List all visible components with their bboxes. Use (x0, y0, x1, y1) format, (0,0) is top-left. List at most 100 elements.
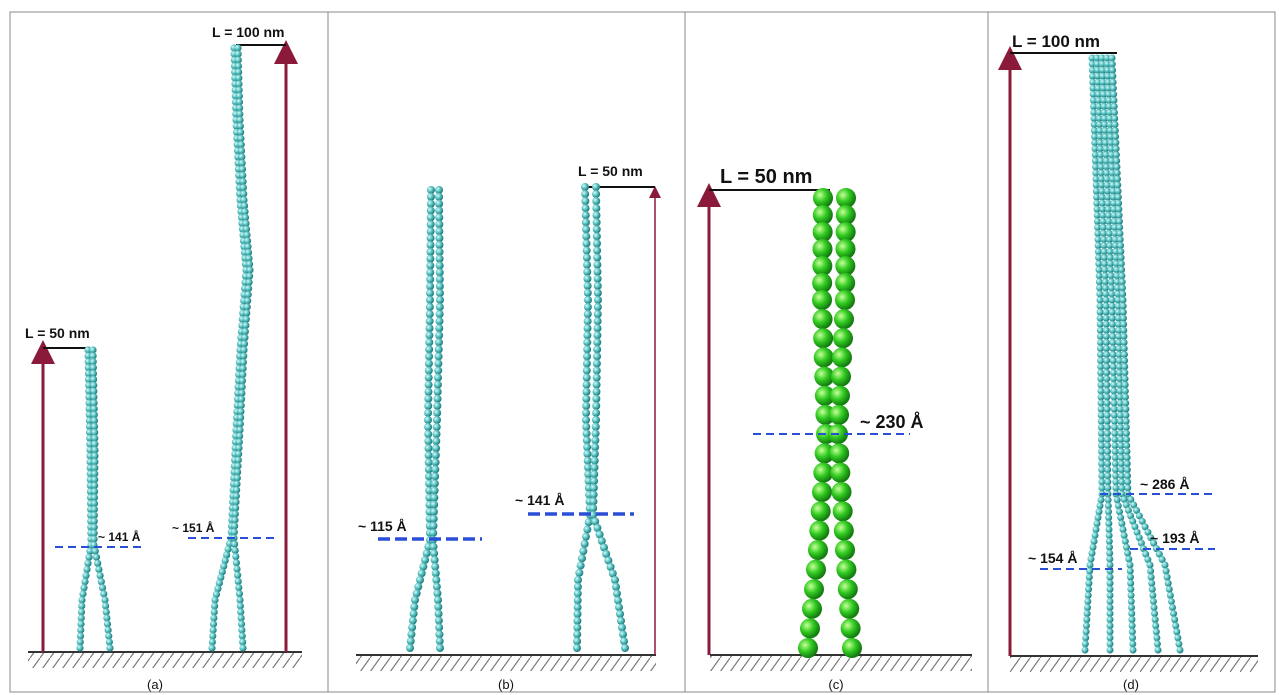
bead (573, 637, 581, 645)
bead (426, 282, 434, 290)
bead (1127, 586, 1134, 593)
bead (1111, 424, 1118, 431)
width-label: ~ 286 Å (1140, 476, 1189, 492)
bead (1103, 381, 1110, 388)
bead (1129, 628, 1136, 635)
bead (1096, 508, 1103, 515)
bead (830, 386, 850, 406)
bead (232, 547, 239, 554)
bead (1110, 387, 1117, 394)
bead (839, 599, 859, 619)
bead (1120, 303, 1127, 310)
bead (1084, 610, 1091, 617)
bead (813, 328, 833, 348)
bead (574, 590, 582, 598)
bead (1125, 556, 1132, 563)
bead (1107, 562, 1114, 569)
bead (1107, 586, 1114, 593)
bead (84, 560, 91, 567)
bead (1104, 430, 1111, 437)
bead (593, 367, 601, 375)
bead (593, 345, 601, 353)
bead (584, 303, 592, 311)
bead (836, 239, 856, 259)
bead (1110, 351, 1117, 358)
bead (208, 644, 215, 651)
bead (835, 540, 855, 560)
bead (1098, 460, 1105, 467)
bead (1112, 472, 1119, 479)
bead (1098, 412, 1105, 419)
bead (813, 239, 833, 259)
bead (92, 548, 99, 555)
bead (593, 331, 601, 339)
bead (436, 269, 444, 277)
bead (426, 289, 434, 297)
bead (1104, 394, 1111, 401)
bead (1169, 604, 1176, 611)
bead (436, 262, 444, 270)
bead (1107, 604, 1114, 611)
bead (593, 218, 601, 226)
bead (1122, 412, 1129, 419)
bead (242, 328, 249, 335)
grounds (28, 652, 1258, 672)
bead (1097, 321, 1104, 328)
bead (1110, 79, 1117, 86)
bead (1109, 303, 1116, 310)
bead (237, 408, 244, 415)
bead (617, 617, 625, 625)
bead (1098, 406, 1105, 413)
bead (1083, 616, 1090, 623)
bead (814, 347, 834, 367)
bead (1130, 647, 1137, 654)
bead (1107, 598, 1114, 605)
bead (1163, 568, 1170, 575)
bead (1107, 634, 1114, 641)
bead (1121, 345, 1128, 352)
bead (593, 338, 601, 346)
bead (425, 352, 433, 360)
bead (813, 309, 833, 329)
bead (579, 547, 587, 555)
bead (1118, 272, 1125, 279)
bead (1107, 610, 1114, 617)
bead (1083, 628, 1090, 635)
bead (414, 583, 422, 591)
bead (1102, 290, 1109, 297)
bead (236, 116, 243, 123)
bead (808, 540, 828, 560)
bead (1116, 218, 1123, 225)
bead (1122, 381, 1129, 388)
bead (833, 328, 853, 348)
bead (1098, 496, 1105, 503)
bead (433, 423, 441, 431)
bead (416, 576, 424, 584)
bead (232, 553, 239, 560)
bead (240, 353, 247, 360)
bead (236, 590, 243, 597)
bead (1120, 297, 1127, 304)
width-label: ~ 141 Å (515, 492, 564, 508)
bead (421, 556, 429, 564)
bead (436, 296, 444, 304)
bead (434, 603, 442, 611)
bead (1120, 321, 1127, 328)
bead (574, 583, 582, 591)
bead (424, 409, 432, 417)
bead (592, 183, 600, 191)
bead (426, 275, 434, 283)
bead (244, 297, 251, 304)
bead (432, 458, 440, 466)
bead (1118, 520, 1125, 527)
bead (581, 183, 589, 191)
bead (611, 576, 619, 584)
bead (239, 377, 246, 384)
bead (592, 402, 600, 410)
bead (1121, 357, 1128, 364)
bead (1120, 327, 1127, 334)
bead (829, 405, 849, 425)
bead (1103, 339, 1110, 346)
bead (583, 338, 591, 346)
bead (1082, 647, 1089, 654)
